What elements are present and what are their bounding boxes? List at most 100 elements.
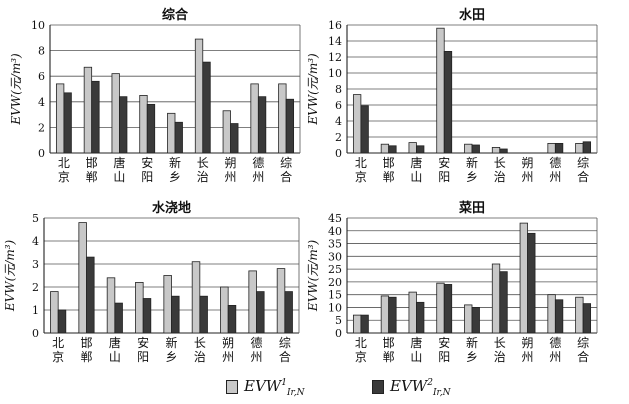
bar bbox=[352, 314, 362, 334]
y-tick-label: 5 bbox=[335, 314, 342, 327]
bar bbox=[248, 270, 257, 334]
y-tick-label: 20 bbox=[328, 276, 342, 289]
legend-label-series-2: EVW2Ir,N bbox=[390, 376, 451, 398]
x-tick-label: 唐山 bbox=[109, 335, 121, 364]
bar bbox=[443, 284, 453, 334]
y-tick-label: 35 bbox=[328, 238, 342, 251]
bar bbox=[380, 295, 390, 334]
bar bbox=[408, 142, 417, 154]
bar bbox=[135, 281, 144, 334]
y-axis-label: EVW(元/m³) bbox=[306, 240, 320, 313]
y-tick-label: 12 bbox=[328, 51, 342, 64]
bar bbox=[119, 96, 128, 154]
y-tick-label: 0 bbox=[38, 147, 45, 160]
y-tick-label: 14 bbox=[328, 35, 342, 48]
bar bbox=[276, 268, 286, 334]
bar bbox=[491, 263, 501, 334]
bar bbox=[408, 291, 417, 334]
bar bbox=[163, 275, 172, 334]
bar bbox=[78, 222, 87, 334]
bar bbox=[250, 83, 259, 154]
bar bbox=[436, 282, 445, 334]
bar bbox=[55, 83, 65, 154]
x-tick-label: 长治 bbox=[194, 336, 206, 364]
bar bbox=[416, 145, 425, 154]
chart-title: 水田 bbox=[459, 7, 485, 23]
x-tick-label: 邯郸 bbox=[80, 335, 92, 364]
bar bbox=[436, 27, 445, 154]
y-axis-label: EVW(元/m³) bbox=[9, 53, 23, 126]
bar bbox=[167, 112, 176, 154]
bar bbox=[575, 142, 584, 154]
x-tick-label: 唐山 bbox=[410, 335, 422, 364]
y-tick-label: 6 bbox=[335, 99, 342, 112]
bar bbox=[256, 291, 265, 334]
bar bbox=[227, 304, 237, 334]
y-tick-label: 2 bbox=[38, 121, 45, 134]
bar bbox=[114, 302, 123, 334]
x-tick-label: 朔州 bbox=[522, 155, 534, 184]
y-tick-label: 2 bbox=[335, 131, 342, 144]
x-tick-label: 综合 bbox=[577, 336, 589, 364]
bar bbox=[230, 123, 239, 154]
y-tick-label: 5 bbox=[32, 212, 39, 225]
y-tick-label: 3 bbox=[32, 258, 39, 271]
x-tick-label: 德州 bbox=[549, 335, 561, 364]
bar bbox=[222, 110, 231, 154]
bar bbox=[582, 303, 592, 334]
bar bbox=[352, 94, 362, 154]
x-tick-label: 安阳 bbox=[141, 155, 153, 184]
x-tick-label: 唐山 bbox=[410, 155, 422, 184]
bar bbox=[554, 299, 564, 334]
x-tick-label: 综合 bbox=[279, 336, 291, 364]
bar bbox=[360, 105, 369, 154]
x-tick-label: 长治 bbox=[494, 156, 506, 184]
x-tick-label: 北京 bbox=[52, 336, 64, 364]
bar bbox=[471, 307, 480, 334]
x-tick-label: 北京 bbox=[58, 156, 70, 184]
chart-title: 综合 bbox=[162, 7, 189, 23]
y-tick-label: 16 bbox=[328, 19, 342, 32]
bar bbox=[388, 296, 397, 334]
y-tick-label: 45 bbox=[328, 212, 342, 225]
y-tick-label: 4 bbox=[335, 115, 342, 128]
x-tick-label: 安阳 bbox=[438, 335, 450, 364]
bar bbox=[278, 83, 287, 154]
x-tick-label: 新乡 bbox=[169, 155, 181, 184]
y-tick-label: 6 bbox=[38, 70, 45, 83]
y-tick-label: 1 bbox=[32, 304, 39, 317]
bar bbox=[464, 143, 473, 154]
x-tick-label: 德州 bbox=[252, 155, 264, 184]
bar bbox=[199, 295, 208, 334]
bar bbox=[416, 301, 425, 334]
y-tick-label: 40 bbox=[328, 225, 342, 238]
bar bbox=[519, 222, 528, 334]
y-axis-label: EVW(元/m³) bbox=[3, 240, 17, 313]
bar bbox=[57, 309, 67, 334]
y-tick-label: 10 bbox=[31, 19, 45, 32]
x-tick-label: 长治 bbox=[494, 336, 506, 364]
bar bbox=[63, 92, 72, 154]
x-tick-label: 朔州 bbox=[522, 335, 534, 364]
x-tick-label: 安阳 bbox=[438, 155, 450, 184]
y-tick-label: 2 bbox=[32, 281, 39, 294]
x-tick-label: 邯郸 bbox=[383, 155, 395, 184]
x-tick-label: 德州 bbox=[250, 335, 262, 364]
y-tick-label: 4 bbox=[38, 96, 45, 109]
bar bbox=[86, 256, 95, 334]
y-tick-label: 0 bbox=[32, 327, 39, 340]
bar bbox=[527, 232, 536, 334]
x-tick-label: 新乡 bbox=[466, 155, 478, 184]
bar bbox=[202, 61, 211, 154]
legend-item-series-1: EVW1Ir,N bbox=[226, 376, 305, 398]
bar bbox=[257, 96, 267, 154]
y-tick-label: 0 bbox=[335, 147, 342, 160]
y-tick-label: 15 bbox=[328, 289, 342, 302]
bar bbox=[380, 143, 390, 154]
y-tick-label: 25 bbox=[328, 263, 342, 276]
y-tick-label: 10 bbox=[328, 301, 342, 314]
x-tick-label: 德州 bbox=[549, 155, 561, 184]
bar bbox=[171, 295, 180, 334]
x-tick-label: 新乡 bbox=[165, 335, 177, 364]
